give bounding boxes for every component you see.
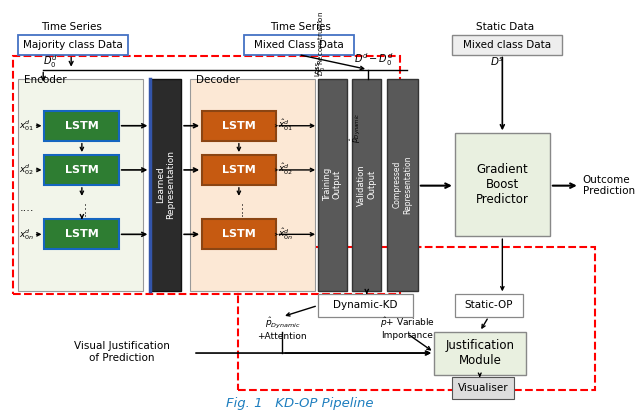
Text: Mixed Class Data: Mixed Class Data — [254, 40, 344, 50]
Text: Justification
Module: Justification Module — [445, 339, 515, 367]
FancyBboxPatch shape — [44, 155, 119, 185]
Text: $\hat{x}^d_{02}$: $\hat{x}^d_{02}$ — [278, 162, 292, 178]
Text: LSTM: LSTM — [222, 165, 256, 175]
FancyBboxPatch shape — [18, 35, 127, 55]
Text: $\hat{p}_{Dynamic}$: $\hat{p}_{Dynamic}$ — [349, 112, 364, 142]
FancyBboxPatch shape — [353, 79, 381, 290]
Text: Compressed
Representation: Compressed Representation — [393, 155, 412, 214]
FancyBboxPatch shape — [318, 79, 346, 290]
Text: ....: .... — [232, 200, 245, 216]
FancyBboxPatch shape — [150, 79, 181, 290]
Text: Mixed class Data: Mixed class Data — [463, 40, 551, 50]
Text: Time Series: Time Series — [41, 22, 102, 32]
Text: ....: .... — [76, 200, 88, 216]
Text: $D^d - D_0^d$: $D^d - D_0^d$ — [354, 52, 393, 69]
FancyBboxPatch shape — [202, 111, 276, 141]
Text: Fig. 1   KD-OP Pipeline: Fig. 1 KD-OP Pipeline — [227, 397, 374, 410]
FancyBboxPatch shape — [318, 294, 413, 317]
Text: Outcome
Prediction: Outcome Prediction — [582, 175, 635, 197]
Text: Loss: Loss — [314, 61, 321, 76]
FancyBboxPatch shape — [455, 133, 550, 236]
FancyBboxPatch shape — [455, 294, 523, 317]
FancyBboxPatch shape — [452, 35, 562, 55]
Text: Visual Justification
of Prediction: Visual Justification of Prediction — [74, 342, 170, 363]
Text: $\hat{D}^d_0$ Reconstruction: $\hat{D}^d_0$ Reconstruction — [314, 11, 328, 76]
Text: $x^d_{02}$: $x^d_{02}$ — [19, 162, 35, 178]
Text: Dynamic-KD: Dynamic-KD — [333, 301, 398, 311]
Text: Static-OP: Static-OP — [465, 301, 513, 311]
Text: LSTM: LSTM — [65, 165, 99, 175]
Text: $\hat{x}^d_{0n}$: $\hat{x}^d_{0n}$ — [278, 227, 293, 242]
Text: Visualiser: Visualiser — [458, 383, 508, 393]
Text: $\hat{p}_{Dynamic}$
+Attention: $\hat{p}_{Dynamic}$ +Attention — [257, 316, 307, 340]
FancyBboxPatch shape — [244, 35, 354, 55]
FancyBboxPatch shape — [18, 79, 143, 290]
Text: ....: .... — [19, 203, 34, 213]
Text: Training
Output: Training Output — [323, 168, 342, 202]
Text: Time Series: Time Series — [269, 22, 331, 32]
Text: $D^s$: $D^s$ — [490, 56, 505, 69]
Text: $x^d_{01}$: $x^d_{01}$ — [19, 118, 35, 133]
FancyBboxPatch shape — [434, 332, 526, 375]
Text: $x^d_{0n}$: $x^d_{0n}$ — [19, 227, 35, 242]
Text: LSTM: LSTM — [65, 229, 99, 239]
FancyBboxPatch shape — [452, 377, 514, 399]
Text: $D_0^d$: $D_0^d$ — [44, 53, 58, 69]
Text: Majority class Data: Majority class Data — [23, 40, 122, 50]
FancyBboxPatch shape — [190, 79, 315, 290]
Text: Decoder: Decoder — [196, 75, 240, 85]
Text: Static Data: Static Data — [476, 22, 534, 32]
Text: Encoder: Encoder — [24, 75, 66, 85]
Text: $\hat{x}^d_{01}$: $\hat{x}^d_{01}$ — [278, 118, 292, 133]
Text: LSTM: LSTM — [222, 121, 256, 131]
Text: Validation
Output: Validation Output — [357, 164, 376, 206]
FancyBboxPatch shape — [202, 219, 276, 249]
FancyBboxPatch shape — [202, 155, 276, 185]
Text: Gradient
Boost
Predictor: Gradient Boost Predictor — [476, 163, 529, 206]
Text: LSTM: LSTM — [222, 229, 256, 239]
FancyBboxPatch shape — [387, 79, 418, 290]
Text: LSTM: LSTM — [65, 121, 99, 131]
Text: Learned
Representation: Learned Representation — [156, 150, 175, 219]
FancyBboxPatch shape — [44, 111, 119, 141]
FancyBboxPatch shape — [44, 219, 119, 249]
Text: $\hat{p}$+ Variable
Importance: $\hat{p}$+ Variable Importance — [380, 316, 435, 340]
